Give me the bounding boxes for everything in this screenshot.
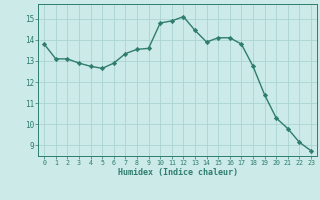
X-axis label: Humidex (Indice chaleur): Humidex (Indice chaleur) [118, 168, 238, 177]
